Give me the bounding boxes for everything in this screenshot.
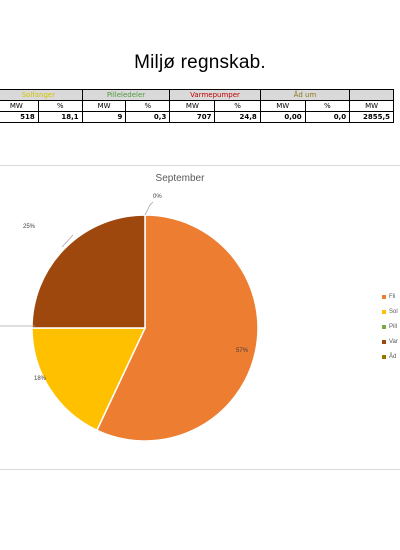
group-header-varmepumper: Varmepumper [169,89,261,101]
legend-swatch [382,355,386,359]
value-cell: 18,1 [37,111,83,123]
pie-chart [0,201,259,442]
legend-label: Var [389,339,398,345]
group-header-total [349,89,394,101]
unit-cell: % [304,100,351,112]
leader-lines [0,201,154,327]
legend-label: Åd [389,354,397,360]
unit-cell: MW [81,100,127,112]
table-units-row: MW % MW % MW % MW % MW [0,100,394,112]
table-group-header-row: Solfanger Pilleledeler Varmepumper Åd um [0,89,394,101]
value-cell: 9 [81,111,127,123]
value-cell: 518 [0,111,39,123]
value-cell: 24,8 [214,111,261,123]
table-values-row: 518 18,1 9 0,3 707 24,8 0,00 0,0 2855,5 [0,111,394,123]
legend-item: Sol [382,308,398,323]
unit-cell: % [37,100,83,112]
unit-cell: % [125,100,171,112]
leader-line [61,234,74,248]
group-header-solfanger: Solfanger [0,89,83,101]
value-cell: 0,3 [125,111,171,123]
data-label-sol: 18% [34,376,47,382]
chart-bottom-border [0,469,400,470]
legend-item: Åd [382,353,398,368]
legend-item: Fli [382,293,398,308]
legend-swatch [382,310,386,314]
chart-title: September [155,173,205,184]
pie-slice-var [31,214,146,329]
unit-cell: MW [259,100,306,112]
chart-legend: Fli Sol Pill Var Åd [382,293,398,368]
data-label-fli: 57% [236,348,249,354]
value-cell: 2855,5 [349,111,394,123]
legend-swatch [382,325,386,329]
group-header-aadum: Åd um [259,89,351,101]
pie-slices [31,214,259,442]
legend-label: Sol [389,309,398,315]
group-header-pilleledeler: Pilleledeler [81,89,171,101]
legend-label: Pill [389,324,398,330]
value-cell: 0,00 [259,111,306,123]
pie-slice-sol [31,327,147,432]
leader-line [144,201,154,216]
chart-top-border [0,165,400,166]
legend-item: Var [382,338,398,353]
data-label-var: 25% [23,224,36,230]
data-label-aad: 0% [153,194,162,200]
unit-cell: MW [349,100,394,112]
pie-slice-fli [95,214,259,442]
legend-swatch [382,340,386,344]
legend-swatch [382,295,386,299]
value-cell: 707 [169,111,216,123]
unit-cell: % [214,100,261,112]
value-cell: 0,0 [304,111,351,123]
legend-label: Fli [389,294,396,300]
legend-item: Pill [382,323,398,338]
summary-table: Solfanger Pilleledeler Varmepumper Åd um… [0,89,394,123]
page-title: Miljø regnskab. [134,52,266,73]
unit-cell: MW [0,100,39,112]
unit-cell: MW [169,100,216,112]
